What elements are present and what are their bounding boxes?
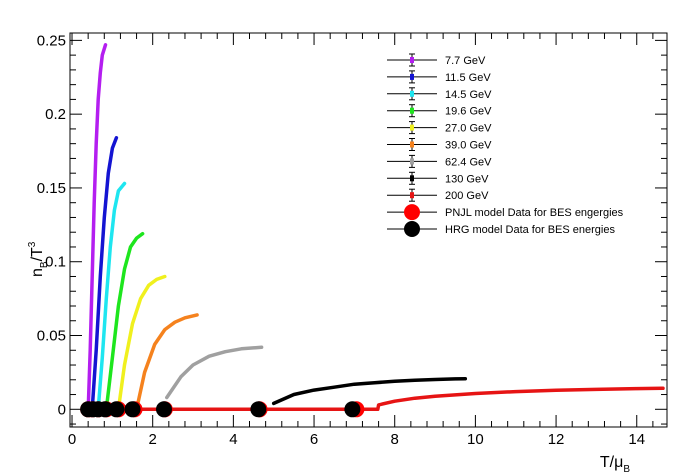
hrg-point — [108, 401, 125, 418]
series-line-130-gev — [271, 376, 468, 406]
legend-label: 19.6 GeV — [445, 106, 492, 118]
series-line-62-4-gev — [165, 345, 264, 400]
legend-marker — [404, 204, 420, 221]
legend-label: 11.5 GeV — [445, 72, 491, 84]
hrg-point — [124, 401, 141, 418]
curves-layer — [82, 43, 665, 412]
y-tick-label: 0.2 — [45, 106, 66, 123]
legend-label: 27.0 GeV — [445, 123, 492, 135]
plot-frame — [69, 32, 668, 428]
legend-label: 14.5 GeV — [445, 89, 492, 101]
y-axis-title: nB/T3 — [27, 241, 50, 277]
x-axis-title: T/μB — [600, 454, 630, 475]
y-tick-label: 0.05 — [37, 328, 66, 345]
hrg-point — [97, 401, 114, 418]
legend: 7.7 GeV 11.5 GeV 14.5 GeV 19.6 GeV 27.0 GeV 3… — [387, 53, 624, 237]
series-line-19-6-gev — [104, 231, 145, 412]
series-line-200-gev — [82, 386, 665, 412]
series-line-39-0-gev — [134, 313, 199, 412]
y-tick-label: 0.1 — [45, 254, 66, 271]
x-tick-label: 2 — [149, 431, 157, 448]
legend-swatch — [410, 57, 414, 63]
x-tick-label: 4 — [229, 431, 237, 448]
legend-swatch — [410, 90, 414, 97]
legend-label: HRG model Data for BES energies — [445, 224, 615, 236]
markers-layer — [80, 401, 365, 418]
x-tick-label: 8 — [391, 431, 399, 448]
series-line-11-5-gev — [90, 136, 119, 412]
legend-label: 39.0 GeV — [445, 140, 492, 152]
legend-swatch — [410, 141, 414, 148]
hrg-point — [155, 401, 172, 418]
y-tick-label: 0.25 — [37, 32, 66, 49]
legend-swatch — [410, 73, 414, 80]
legend-label: 130 GeV — [445, 173, 489, 185]
y-tick-label: 0.15 — [37, 180, 66, 197]
legend-swatch — [410, 107, 414, 114]
legend-swatch — [410, 192, 414, 199]
legend-swatch — [410, 158, 414, 165]
hrg-point — [344, 401, 361, 418]
series-line-7-7-gev — [86, 43, 108, 412]
legend-swatch — [410, 175, 414, 182]
axes-layer: 0 2 4 6 8 10 12 14 0 0.05 0.1 0.15 0.2 0.25 — [37, 32, 667, 448]
hrg-point — [250, 401, 267, 418]
legend-marker — [404, 221, 420, 237]
legend-label: 200 GeV — [445, 190, 489, 202]
x-tick-label: 10 — [467, 431, 484, 448]
legend-label: PNJL model Data for BES engergies — [445, 207, 624, 219]
series-line-27-0-gev — [116, 274, 167, 412]
y-tick-label: 0 — [58, 401, 66, 418]
legend-label: 62.4 GeV — [445, 156, 492, 168]
legend-swatch — [410, 124, 414, 131]
x-tick-label: 14 — [628, 431, 645, 448]
x-tick-label: 6 — [310, 431, 318, 448]
series-line-14-5-gev — [96, 181, 127, 412]
x-tick-label: 0 — [68, 431, 76, 448]
x-tick-label: 12 — [548, 431, 565, 448]
legend-label: 7.7 GeV — [445, 55, 486, 67]
